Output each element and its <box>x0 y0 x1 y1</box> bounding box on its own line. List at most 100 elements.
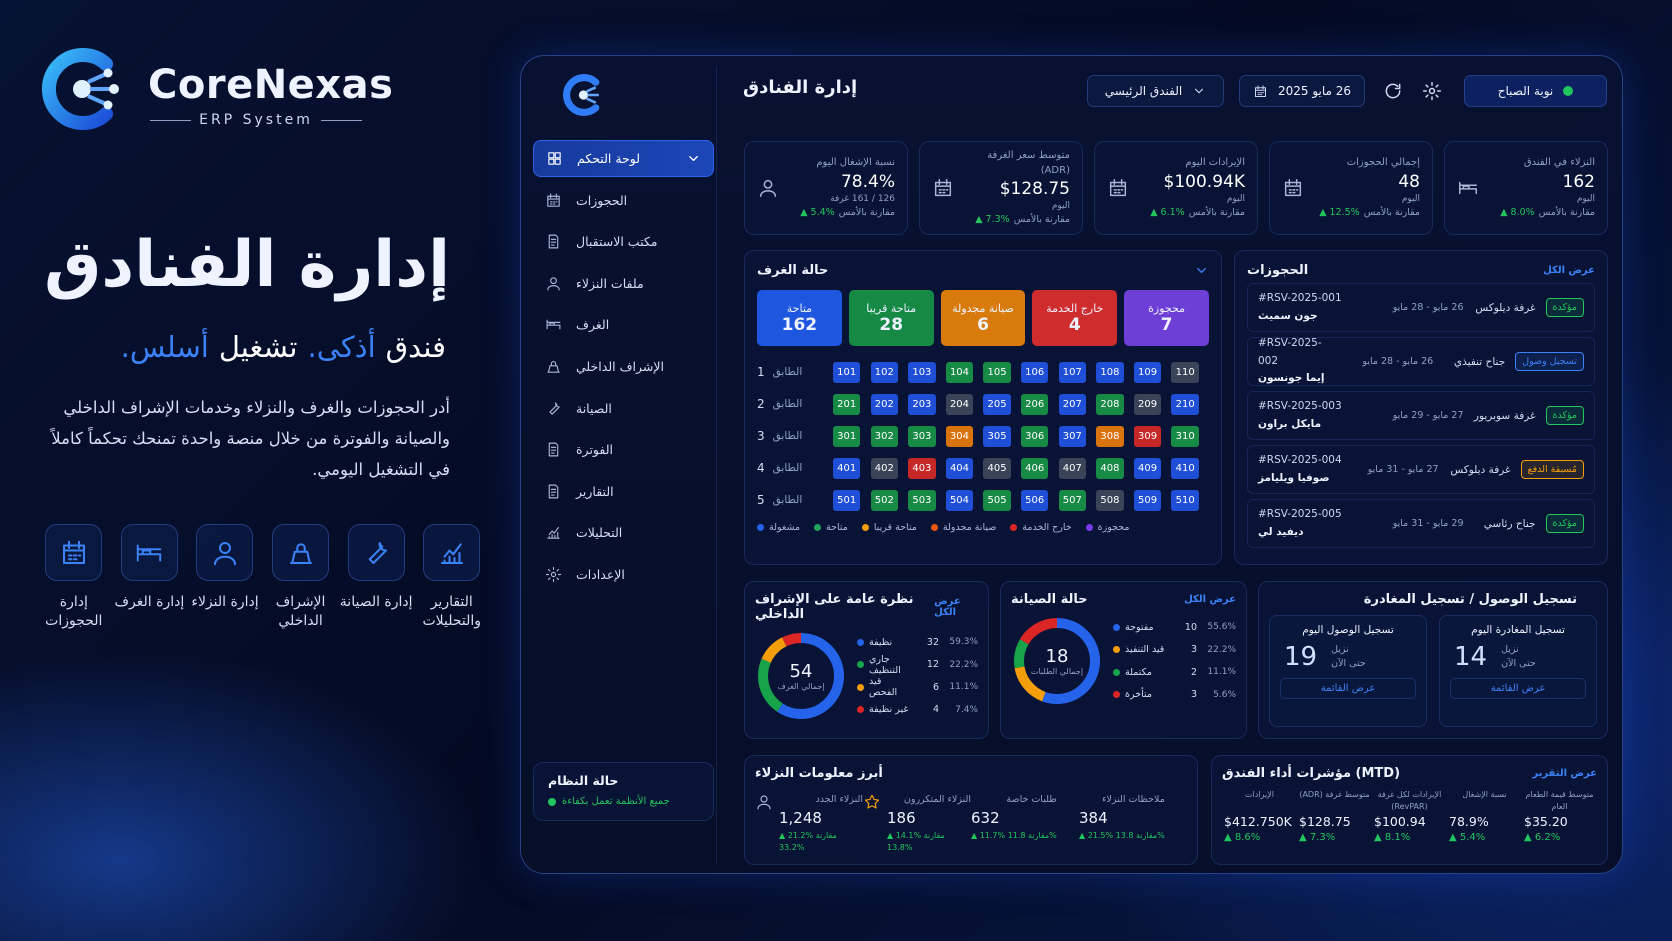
donut-chart <box>1014 618 1100 704</box>
card-link[interactable]: عرض القائمة <box>1450 678 1586 699</box>
status-tile: صيانة مجدولة 6 <box>940 290 1026 346</box>
legend-percent: 11.1% <box>949 682 978 693</box>
donut: 18 إجمالي الطلبات <box>1011 615 1103 707</box>
kpi-label: الإيرادات اليوم <box>1185 157 1245 169</box>
booking-id: #RSV-2025-001 <box>1258 291 1342 304</box>
icon <box>137 544 162 561</box>
kpi-change-row: مقارنة بالأمس▲ 7.3% <box>964 213 1070 227</box>
performance-label: نسبة الإشغال <box>1462 790 1507 799</box>
booking-row[interactable]: مُسبقة الدفع غرفة ديلوكس 27 مايو - 31 مايو… <box>1247 445 1595 494</box>
housekeeping-panel: نظرة عامة على الإشراف الداخلي عرض الكل 54 إ… <box>744 581 989 739</box>
view-all-link[interactable]: عرض الكل <box>1184 594 1236 605</box>
icon <box>213 541 236 565</box>
icon-shape <box>1109 179 1127 197</box>
kpi-change-row: مقارنة بالأمس▲ 8.0% <box>1489 206 1595 220</box>
floor-row: 1 الطابق 101 102 103 104 105 106 107 108 109 110 <box>757 356 1209 388</box>
floor-label: 3 الطابق <box>757 429 833 443</box>
booking-row[interactable]: مؤكدة جناح رئاسي 29 مايو - 31 مايو #RSV-202… <box>1247 499 1595 548</box>
card-value-row: 19 نزيل حتى الآن <box>1284 642 1416 672</box>
guest-value: 186 <box>887 809 916 828</box>
menu-item[interactable]: الإعدادات <box>533 556 714 593</box>
menu-item[interactable]: التحليلات <box>533 514 714 551</box>
kpi-note: مقارنة بالأمس <box>838 206 895 218</box>
room-cell: 302 <box>870 425 899 447</box>
menu-item[interactable]: الغرف <box>533 306 714 343</box>
panel-title: مؤشرات أداء الفندق (MTD) <box>1222 766 1401 781</box>
room-cell: 504 <box>945 489 974 511</box>
kpi-text: نسبة الإشغال اليوم 78.4% 126 / 161 غرفة مقا… <box>789 156 895 219</box>
icon-shape <box>213 541 236 565</box>
icon <box>548 442 559 457</box>
property-select[interactable]: الفندق الرئيسي <box>1087 75 1224 107</box>
panel-title: حالة الغرف <box>757 263 829 278</box>
legend-count: 4 <box>932 704 939 716</box>
kpi-label: إجمالي الحجوزات <box>1346 157 1420 169</box>
feature: الإشراف الداخلي <box>263 524 339 631</box>
performance-item: الإيرادات لكل غرفة (RevPAR) $100.94 ▲ 8.1% <box>1372 789 1447 846</box>
checkinout-cards: تسجيل الوصول اليوم 19 نزيل حتى الآن عرض القا… <box>1269 615 1597 727</box>
menu-item[interactable]: الحجوزات <box>533 182 714 219</box>
menu-item[interactable]: مكتب الاستقبال <box>533 223 714 260</box>
menu-item[interactable]: الصيانة <box>533 390 714 427</box>
card-unit-block: نزيل حتى الآن <box>1331 643 1366 672</box>
brand-tagline: ERP System <box>199 112 313 128</box>
performance-change: ▲ 8.6% <box>1224 832 1261 844</box>
menu-label: التقارير <box>576 483 614 499</box>
floor-number: 1 <box>757 365 765 379</box>
shift-indicator[interactable]: نوبة الصباح <box>1464 75 1607 107</box>
booking-row[interactable]: مؤكدة غرفة ديلوكس 26 مايو - 28 مايو #RSV-20… <box>1247 283 1595 332</box>
guest-label: النزلاء المتكررون <box>903 794 971 805</box>
settings-button[interactable] <box>1422 81 1442 105</box>
room-cell: 205 <box>983 393 1011 415</box>
menu-label: الإشراف الداخلي <box>576 359 664 374</box>
icon <box>1197 268 1206 273</box>
room-cell: 408 <box>1096 457 1124 479</box>
performance-value: $35.20 <box>1524 814 1568 829</box>
performance-item: الإيرادات $412.750K ▲ 8.6% <box>1222 789 1297 846</box>
icon-shape <box>62 540 85 564</box>
menu-item[interactable]: لوحة التحكم <box>533 140 714 177</box>
room-cell: 506 <box>1020 489 1049 511</box>
booking-row[interactable]: مؤكدة غرفة سوبريور 27 مايو - 29 مايو #RSV-2… <box>1247 391 1595 440</box>
legend-label: نظيفة <box>869 636 893 648</box>
menu-item[interactable]: التقارير <box>533 473 714 510</box>
room-cell: 202 <box>870 393 899 415</box>
menu-item[interactable]: الفوترة <box>533 431 714 468</box>
icon-shape <box>1422 81 1442 101</box>
legend-dot <box>857 706 864 714</box>
date-picker[interactable]: 26 مايو 2025 <box>1239 75 1365 107</box>
booking-dates: 26 مايو - 28 مايو <box>1362 356 1434 367</box>
booking-status: مؤكدة <box>1545 406 1584 425</box>
view-all-link[interactable]: عرض الكل <box>1543 265 1595 276</box>
icon <box>548 152 561 165</box>
card-unit-block: نزيل حتى الآن <box>1501 643 1536 672</box>
room-cell: 401 <box>832 457 861 479</box>
refresh-button[interactable] <box>1383 81 1403 105</box>
booking-guest: مايكل براون <box>1258 417 1322 430</box>
floor-word: الطابق <box>772 366 803 378</box>
kpi-change-row: مقارنة بالأمس▲ 12.5% <box>1314 206 1420 220</box>
menu-item[interactable]: ملفات النزلاء <box>533 265 714 302</box>
booking-dates: 27 مايو - 29 مايو <box>1392 410 1464 421</box>
legend-label: قيد الفحص <box>869 676 898 699</box>
booking-row[interactable]: تسجيل وصول جناح تنفيذي 26 مايو - 28 مايو #R… <box>1247 337 1595 386</box>
menu-item[interactable]: الإشراف الداخلي <box>533 348 714 385</box>
card-link[interactable]: عرض القائمة <box>1280 678 1416 699</box>
legend-dot <box>857 638 864 646</box>
room-cell: 304 <box>945 425 974 447</box>
icon <box>545 566 562 583</box>
legend-item: خارج الخدمة <box>1010 522 1072 533</box>
floor-label: 5 الطابق <box>757 493 833 507</box>
system-status: حالة النظام جميع الأنظمة تعمل بكفاءة <box>533 762 714 821</box>
donut-legend-row: جاري التنظيف 12 22.2% <box>857 654 978 677</box>
floor-row: 5 الطابق 501 502 503 504 505 506 507 508 509 510 <box>757 484 1209 516</box>
view-all-link[interactable]: عرض الكل <box>934 596 961 618</box>
booking-status: مؤكدة <box>1545 298 1584 317</box>
icon-shape <box>1254 84 1266 97</box>
legend-count: 10 <box>1184 621 1197 633</box>
booking-id-block: #RSV-2025-002 إيما جونسون <box>1258 335 1337 389</box>
view-report-link[interactable]: عرض التقرير <box>1532 768 1597 779</box>
card-title: تسجيل الوصول اليوم <box>1302 624 1394 636</box>
icon-shape <box>548 152 561 165</box>
legend-dot <box>814 524 822 531</box>
